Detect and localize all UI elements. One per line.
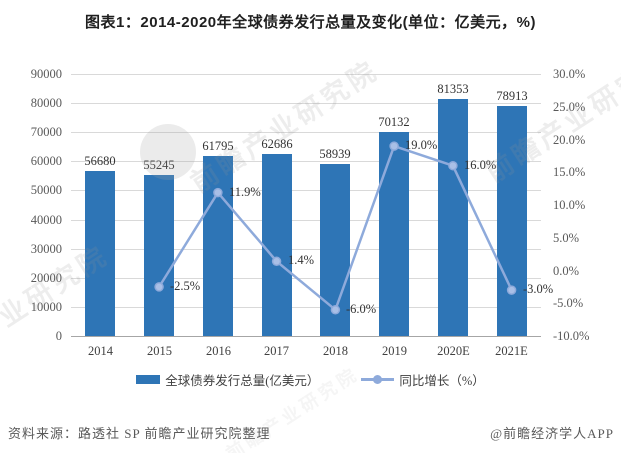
point-label-2015: -2.5% xyxy=(170,279,201,293)
gridline xyxy=(71,278,541,279)
x-axis-label-2021E: 2021E xyxy=(495,344,528,358)
y-axis-tick-left: 50000 xyxy=(30,183,62,197)
bar-value-label: 81353 xyxy=(437,82,469,96)
point-label-2019: 19.0% xyxy=(405,138,438,152)
y-axis-tick-right: 0.0% xyxy=(553,264,580,278)
bar-value-label: 55245 xyxy=(143,158,175,172)
legend-bar-label: 全球债券发行总量(亿美元） xyxy=(165,373,320,388)
y-axis-tick-right: 15.0% xyxy=(553,165,586,179)
gridline xyxy=(71,220,541,221)
bar-value-label: 56680 xyxy=(84,154,116,168)
footer-source: 资料来源：路透社 SP 前瞻产业研究院整理 xyxy=(8,426,271,441)
point-label-2020E: 16.0% xyxy=(464,158,497,172)
gridline xyxy=(71,103,541,104)
y-axis-tick-left: 80000 xyxy=(30,96,62,110)
bar-2020E xyxy=(438,99,468,336)
gridline xyxy=(71,132,541,133)
y-axis-tick-left: 20000 xyxy=(30,271,62,285)
legend-item-bars: 全球债券发行总量(亿美元） xyxy=(136,370,319,389)
gridline xyxy=(71,190,541,191)
bar-value-label: 58939 xyxy=(319,147,351,161)
x-axis-label-2016: 2016 xyxy=(206,344,231,358)
legend-bar-swatch xyxy=(136,374,161,384)
footer-brand: @前瞻经济学人APP xyxy=(490,426,614,441)
y-axis-tick-right: -10.0% xyxy=(553,329,590,343)
legend-line-marker-icon xyxy=(373,374,383,384)
point-label-2018: -6.0% xyxy=(346,302,377,316)
legend-line-swatch xyxy=(361,374,395,384)
gridline xyxy=(71,74,541,75)
y-axis-tick-left: 10000 xyxy=(30,300,62,314)
y-axis-tick-left: 30000 xyxy=(30,242,62,256)
point-label-2016: 11.9% xyxy=(229,185,261,199)
y-axis-tick-left: 90000 xyxy=(30,67,62,81)
gridline xyxy=(71,249,541,250)
legend: 全球债券发行总量(亿美元） 同比增长（%） xyxy=(0,370,621,389)
bar-value-label: 78913 xyxy=(496,89,528,103)
x-axis-label-2020E: 2020E xyxy=(437,344,470,358)
x-axis-label-2019: 2019 xyxy=(382,344,407,358)
point-label-2017: 1.4% xyxy=(288,253,315,267)
y-axis-tick-right: 30.0% xyxy=(553,67,586,81)
x-axis-label-2014: 2014 xyxy=(88,344,113,358)
bar-2021E xyxy=(497,106,527,336)
y-axis-tick-right: 25.0% xyxy=(553,100,586,114)
y-axis-tick-right: -5.0% xyxy=(553,296,584,310)
bar-2017 xyxy=(262,154,292,336)
chart-title: 图表1：2014-2020年全球债券发行总量及变化(单位：亿美元，%) xyxy=(85,14,536,31)
gridline xyxy=(71,336,541,337)
legend-line-label: 同比增长（%） xyxy=(399,373,485,388)
y-axis-tick-left: 0 xyxy=(55,329,62,343)
x-axis-label-2017: 2017 xyxy=(264,344,289,358)
gridline xyxy=(71,307,541,308)
y-axis-tick-left: 70000 xyxy=(30,125,62,139)
bar-2019 xyxy=(379,132,409,336)
bar-value-label: 70132 xyxy=(378,115,410,129)
point-label-2021E: -3.0% xyxy=(523,282,554,296)
legend-item-line: 同比增长（%） xyxy=(361,370,485,389)
y-axis-tick-left: 40000 xyxy=(30,213,62,227)
y-axis-tick-right: 5.0% xyxy=(553,231,580,245)
bar-2014 xyxy=(85,171,115,336)
y-axis-tick-right: 20.0% xyxy=(553,133,586,147)
y-axis-tick-right: 10.0% xyxy=(553,198,586,212)
bar-2016 xyxy=(203,156,233,336)
x-axis-label-2018: 2018 xyxy=(323,344,348,358)
y-axis-tick-left: 60000 xyxy=(30,154,62,168)
x-axis-label-2015: 2015 xyxy=(147,344,172,358)
bar-2015 xyxy=(144,175,174,336)
